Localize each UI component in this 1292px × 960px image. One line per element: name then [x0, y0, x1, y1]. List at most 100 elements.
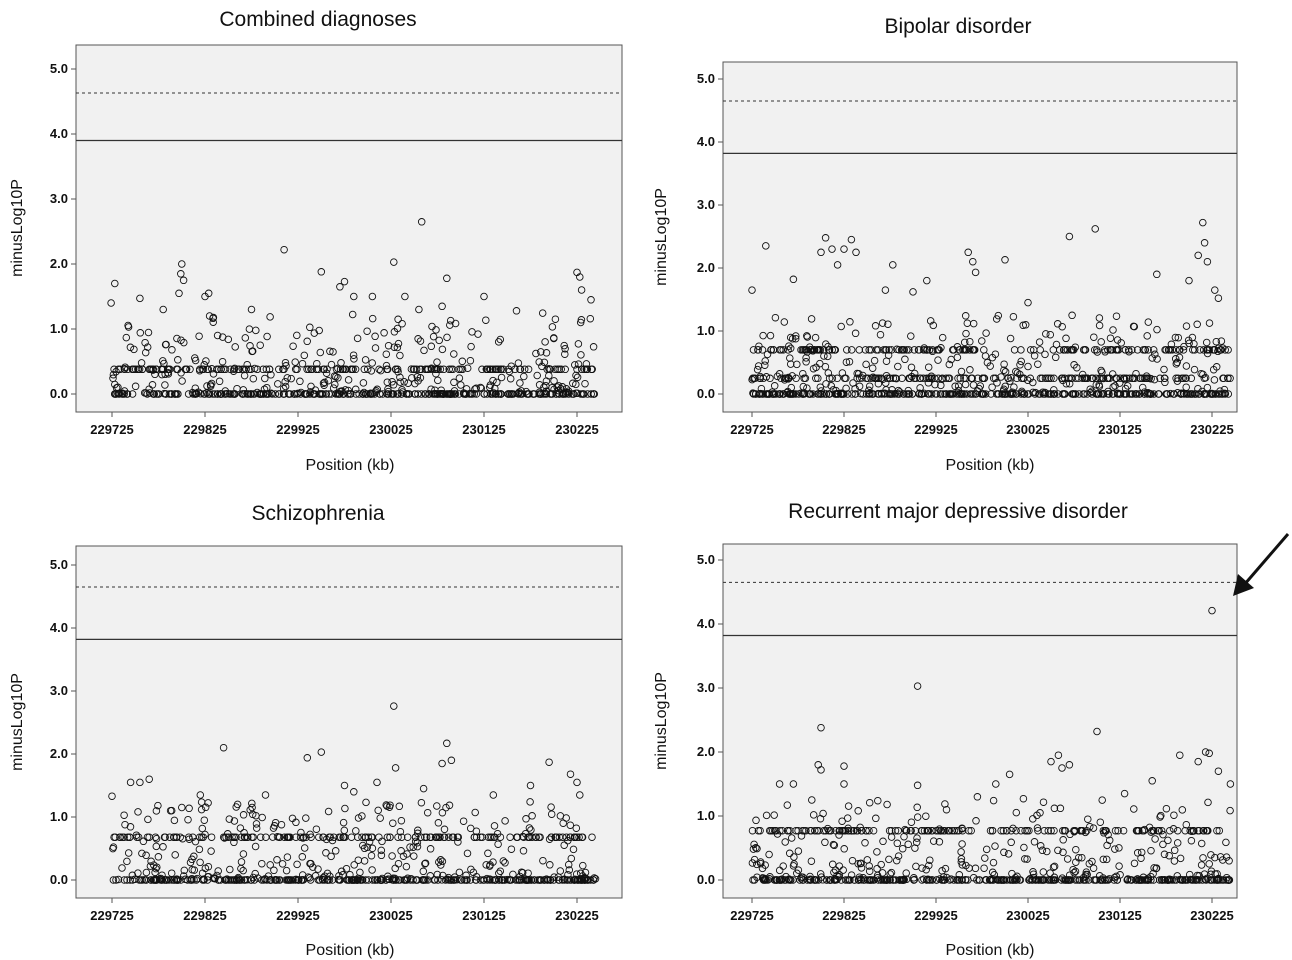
data-point [1062, 379, 1071, 388]
data-point [136, 329, 145, 337]
data-point [558, 383, 567, 391]
data-point [213, 331, 222, 340]
data-point [915, 389, 924, 398]
data-point [166, 833, 174, 841]
data-point [925, 861, 933, 870]
data-point [937, 344, 945, 352]
data-point [516, 379, 524, 387]
data-point [971, 268, 980, 277]
data-point [322, 835, 331, 844]
data-point [1050, 804, 1059, 813]
data-point [1144, 874, 1152, 883]
data-point [1148, 777, 1156, 785]
data-point [141, 348, 150, 357]
data-point [438, 808, 447, 817]
data-point [1099, 389, 1107, 398]
data-point [874, 389, 882, 398]
data-point [1185, 276, 1193, 285]
data-point [397, 816, 406, 825]
data-point [339, 871, 347, 879]
data-point [816, 383, 825, 391]
data-point [338, 387, 346, 395]
plot-area [722, 61, 1238, 413]
y-axis-label: minusLog10P [653, 188, 670, 286]
data-point [866, 389, 874, 398]
data-point [1070, 390, 1078, 398]
data-point [960, 338, 969, 347]
data-point [905, 390, 914, 398]
data-point [955, 871, 964, 879]
data-point [378, 874, 386, 883]
data-point [1152, 864, 1161, 872]
data-point [799, 369, 807, 378]
data-point [321, 872, 329, 880]
data-point [1106, 346, 1115, 354]
data-point [591, 875, 600, 883]
data-point [118, 389, 127, 398]
data-point [843, 346, 851, 354]
data-point [440, 390, 448, 398]
data-point [537, 348, 545, 356]
data-point [562, 385, 571, 393]
data-point [554, 382, 563, 390]
data-point [824, 369, 833, 377]
y-tick-label: 4.0 [50, 620, 68, 635]
data-point [845, 357, 854, 366]
data-point [1069, 865, 1077, 874]
data-point [842, 384, 850, 393]
x-tick-label: 229725 [90, 422, 133, 437]
data-point [391, 864, 399, 873]
data-point [177, 270, 185, 278]
data-point [382, 801, 390, 809]
data-point [861, 346, 870, 354]
data-point [200, 361, 209, 369]
data-point [581, 379, 589, 388]
data-point [363, 365, 372, 374]
data-point [152, 834, 161, 843]
data-point [931, 390, 940, 398]
data-point [920, 875, 928, 883]
data-point [1180, 342, 1188, 351]
data-point [968, 390, 976, 398]
data-point [445, 365, 453, 374]
data-point [871, 322, 880, 330]
data-point [360, 365, 369, 374]
data-point [785, 849, 794, 858]
data-point [547, 810, 556, 818]
data-point [898, 844, 907, 853]
data-point [1132, 876, 1140, 884]
data-point [821, 362, 830, 371]
data-point [522, 387, 530, 396]
data-point [1066, 876, 1075, 884]
data-point [580, 874, 589, 882]
data-point [407, 365, 416, 373]
data-point [413, 838, 422, 847]
data-point [1010, 346, 1019, 354]
y-tick-label: 2.0 [50, 746, 68, 761]
data-point [311, 386, 320, 394]
data-point [865, 826, 873, 835]
data-point [805, 343, 814, 351]
data-point [414, 377, 422, 385]
data-point [856, 823, 864, 832]
data-point [1111, 382, 1119, 390]
data-point [1009, 824, 1017, 833]
data-point [284, 833, 292, 841]
data-point [1072, 858, 1080, 866]
data-point [458, 365, 467, 374]
data-point [810, 875, 819, 884]
data-point [522, 815, 530, 823]
data-point [1210, 876, 1219, 884]
data-point [884, 876, 892, 884]
data-point [408, 374, 416, 382]
data-point [204, 365, 213, 374]
data-point [1197, 369, 1205, 378]
data-point [1162, 804, 1171, 813]
data-point [171, 851, 179, 859]
data-point [553, 383, 561, 391]
data-point [1054, 751, 1063, 759]
data-point [315, 833, 323, 841]
data-point [1140, 825, 1149, 834]
data-point [863, 856, 872, 864]
data-point [1053, 320, 1062, 328]
